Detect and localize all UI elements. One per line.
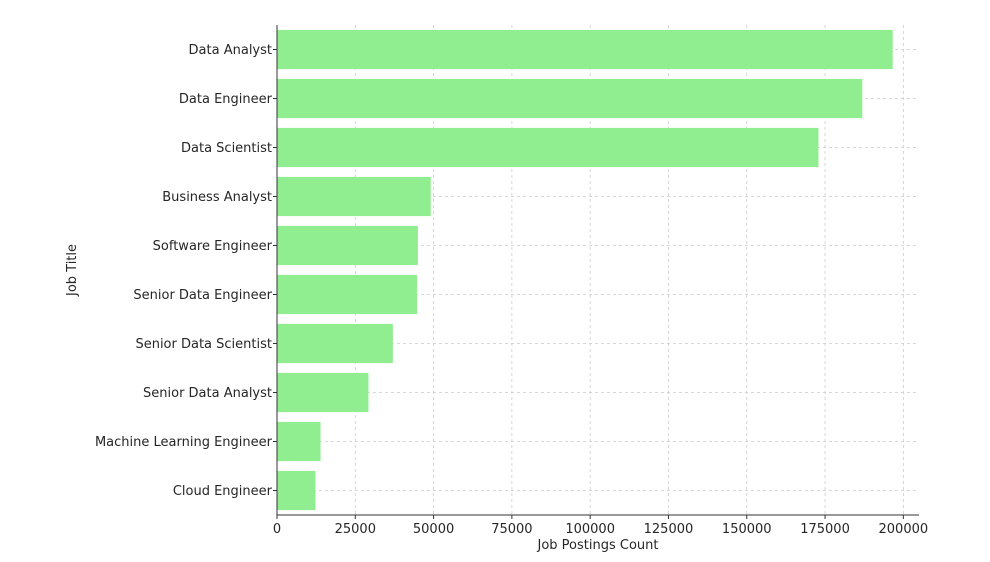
- x-ticks: 0 25000 50000 75000 100000 125000 150000 175000…: [273, 515, 928, 537]
- y-tick-label: Senior Data Engineer: [133, 288, 272, 303]
- x-tick-label: 175000: [800, 522, 850, 537]
- y-tick-label: Senior Data Analyst: [143, 386, 272, 401]
- y-tick-label: Data Scientist: [181, 141, 272, 156]
- axes: [276, 25, 919, 516]
- y-tick-label: Data Engineer: [179, 92, 273, 107]
- y-tick-label: Software Engineer: [153, 239, 273, 254]
- x-tick-label: 50000: [413, 522, 454, 537]
- y-tick-label: Senior Data Scientist: [135, 337, 272, 352]
- y-tick-label: Cloud Engineer: [173, 484, 273, 499]
- bar: [277, 78, 863, 119]
- bar: [277, 372, 369, 413]
- bars: [277, 29, 893, 511]
- x-axis-title: Job Postings Count: [537, 538, 659, 553]
- x-tick-label: 125000: [644, 522, 694, 537]
- bar: [277, 274, 417, 315]
- y-tick-label: Machine Learning Engineer: [95, 435, 273, 450]
- bar: [277, 176, 431, 217]
- bar: [277, 127, 819, 168]
- bar: [277, 421, 321, 462]
- x-tick-label: 200000: [879, 522, 929, 537]
- x-tick-label: 75000: [491, 522, 532, 537]
- x-tick-label: 25000: [335, 522, 376, 537]
- x-tick-label: 150000: [722, 522, 772, 537]
- y-axis-title: Job Title: [65, 244, 80, 297]
- y-tick-label: Data Analyst: [189, 43, 272, 58]
- x-tick-label: 100000: [565, 522, 615, 537]
- bar: [277, 225, 418, 266]
- bar: [277, 29, 893, 70]
- y-ticks: Data Analyst Data Engineer Data Scientist B…: [95, 43, 277, 499]
- x-tick-label: 0: [273, 522, 281, 537]
- y-tick-label: Business Analyst: [162, 190, 272, 205]
- bar: [277, 323, 393, 364]
- bar: [277, 470, 316, 511]
